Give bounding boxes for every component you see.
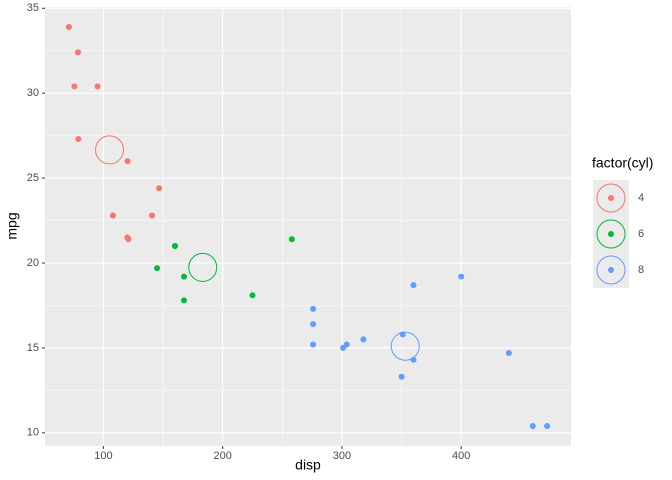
point: [71, 83, 78, 90]
point: [149, 212, 156, 219]
point: [74, 49, 81, 56]
legend-circle: [596, 183, 626, 213]
legend-label: 4: [638, 192, 644, 204]
y-tick-label: 35: [27, 2, 39, 14]
point: [410, 282, 417, 289]
y-tick-label: 15: [27, 342, 39, 354]
point: [156, 185, 163, 192]
mean-circle: [390, 331, 420, 361]
x-tick-label: 100: [94, 450, 112, 462]
point: [65, 23, 72, 30]
point: [458, 273, 465, 280]
legend-title: factor(cyl): [592, 155, 653, 171]
y-tick-label: 25: [27, 172, 39, 184]
y-axis-title: mpg: [4, 212, 20, 239]
point: [94, 83, 101, 90]
point: [249, 292, 256, 299]
legend-circle: [596, 255, 626, 285]
legend-label: 8: [638, 264, 644, 276]
y-tick-label: 20: [27, 257, 39, 269]
point: [310, 305, 317, 312]
panel: [45, 7, 571, 446]
point: [398, 373, 405, 380]
point: [124, 158, 131, 165]
point: [288, 236, 295, 243]
point: [544, 423, 551, 430]
y-tick-label: 10: [27, 427, 39, 439]
point: [171, 243, 178, 250]
point: [505, 350, 512, 357]
point: [181, 297, 188, 304]
point: [109, 212, 116, 219]
point: [340, 344, 347, 351]
legend-dot: [608, 231, 614, 237]
point: [75, 136, 82, 143]
point: [310, 321, 317, 328]
point: [310, 341, 317, 348]
legend-dot: [608, 267, 614, 273]
point: [154, 265, 161, 272]
x-axis-title: disp: [295, 457, 321, 473]
x-tick-label: 300: [333, 450, 351, 462]
point: [360, 336, 367, 343]
x-tick-label: 400: [452, 450, 470, 462]
mean-circle: [95, 135, 125, 165]
point: [181, 273, 188, 280]
point: [125, 236, 132, 243]
legend-circle: [596, 219, 626, 249]
x-tick-label: 200: [213, 450, 231, 462]
legend-label: 6: [638, 228, 644, 240]
legend-dot: [608, 195, 614, 201]
point: [529, 423, 536, 430]
mean-circle: [188, 252, 218, 282]
y-tick-label: 30: [27, 87, 39, 99]
